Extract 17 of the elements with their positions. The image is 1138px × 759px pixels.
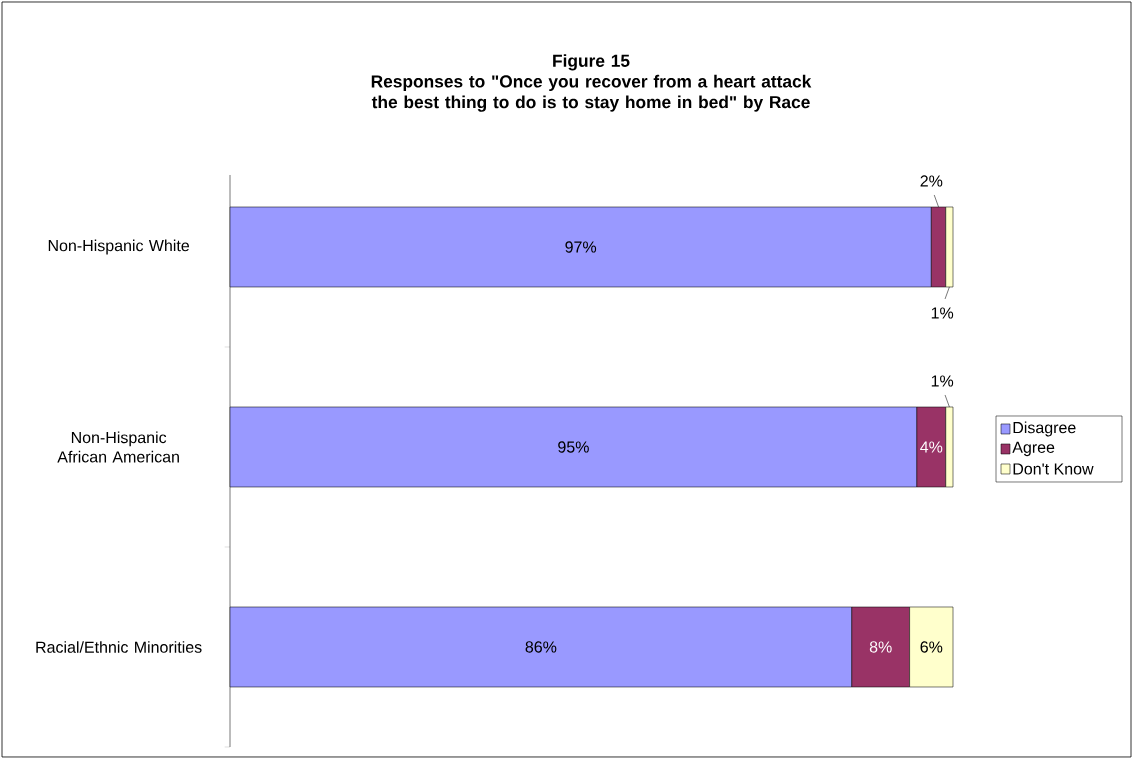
y-tick-label: Non-Hispanic White xyxy=(48,239,190,255)
data-label: 86% xyxy=(525,641,557,653)
data-label: 97% xyxy=(565,241,597,253)
data-label: 6% xyxy=(920,641,943,653)
data-label: 1% xyxy=(931,307,954,319)
data-label: 8% xyxy=(869,641,892,653)
legend-label: Disagree xyxy=(1013,421,1076,437)
data-label: 95% xyxy=(558,441,589,453)
data-label: 2% xyxy=(920,175,943,187)
data-label: 4% xyxy=(920,441,943,453)
y-tick-label: Racial/Ethnic Minorities xyxy=(36,641,202,653)
legend-label: Agree xyxy=(1012,441,1055,457)
chart-subtitle: Responses to "Once you recover from a heart attack the best thing to do is to stay home in bed" by Race xyxy=(371,74,812,112)
legend-label: Don't Know xyxy=(1013,463,1094,475)
y-tick-label: Non-Hispanic African American xyxy=(57,431,179,463)
data-label: 1% xyxy=(931,375,954,387)
chart-title: Figure 15 xyxy=(553,54,630,71)
